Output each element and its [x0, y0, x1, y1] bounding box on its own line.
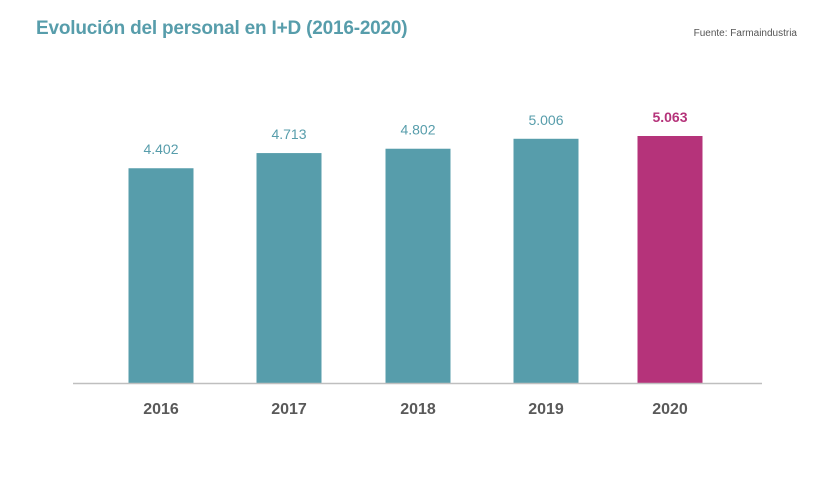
bar-2020: [637, 136, 703, 383]
bar-2018: [385, 148, 451, 383]
data-label-2020: 5.063: [652, 109, 687, 125]
data-label-2017: 4.713: [271, 126, 306, 142]
x-tick-label-2019: 2019: [528, 401, 564, 418]
bar-2019: [513, 138, 579, 383]
x-tick-label-2016: 2016: [143, 401, 179, 418]
data-label-2016: 4.402: [143, 141, 178, 157]
bar-2017: [256, 153, 322, 383]
source-note: Fuente: Farmaindustria: [693, 28, 797, 39]
bar-2016: [128, 168, 194, 383]
data-label-2018: 4.802: [400, 122, 435, 138]
data-label-2019: 5.006: [528, 112, 563, 128]
x-tick-label-2018: 2018: [400, 401, 436, 418]
x-tick-label-2020: 2020: [652, 401, 688, 418]
x-tick-label-2017: 2017: [271, 401, 307, 418]
chart-title: Evolución del personal en I+D (2016-2020…: [36, 18, 408, 39]
